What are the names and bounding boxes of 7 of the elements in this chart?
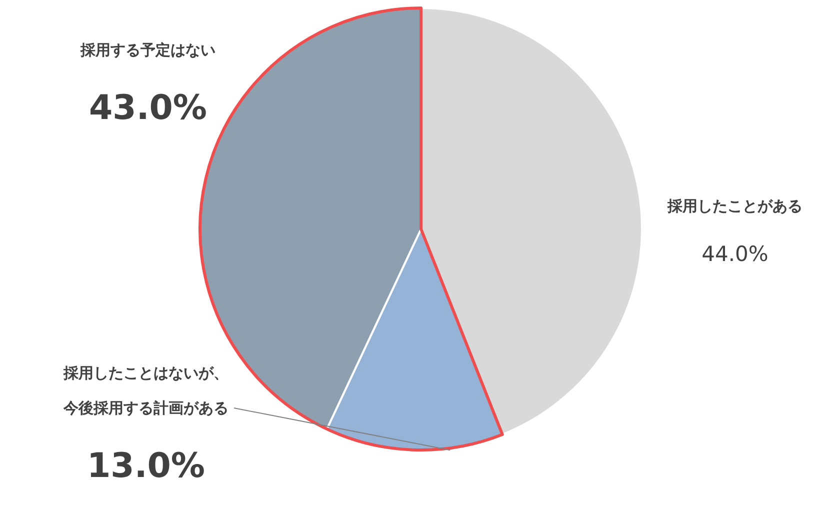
slice-label: 採用したことはないが、今後採用する計画がある xyxy=(62,364,228,417)
slice-label: 採用したことがある xyxy=(666,197,802,215)
data-label: 13.0% xyxy=(87,446,205,486)
slice-label: 採用する予定はない xyxy=(80,41,216,59)
data-label: 44.0% xyxy=(702,242,768,266)
pie-slice xyxy=(420,7,643,436)
data-label: 43.0% xyxy=(89,88,207,128)
